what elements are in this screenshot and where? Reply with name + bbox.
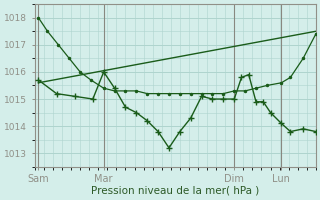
X-axis label: Pression niveau de la mer( hPa ): Pression niveau de la mer( hPa ) <box>91 186 260 196</box>
